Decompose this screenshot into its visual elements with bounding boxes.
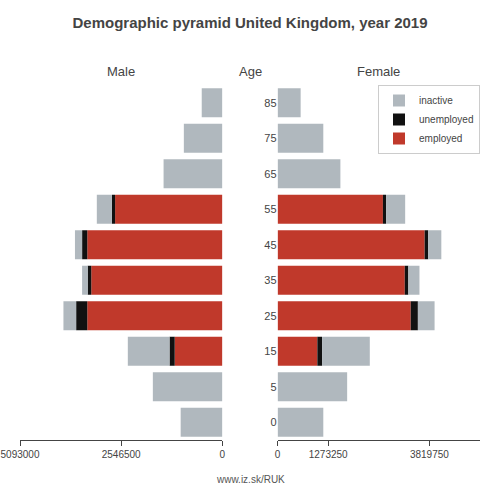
svg-text:2546500: 2546500 xyxy=(102,449,141,460)
svg-text:65: 65 xyxy=(264,168,276,180)
svg-text:15: 15 xyxy=(264,345,276,357)
svg-text:45: 45 xyxy=(264,239,276,251)
svg-text:www.iz.sk/RUK: www.iz.sk/RUK xyxy=(216,474,285,485)
svg-text:55: 55 xyxy=(264,203,276,215)
svg-text:35: 35 xyxy=(264,274,276,286)
svg-text:3819750: 3819750 xyxy=(410,449,449,460)
svg-text:0: 0 xyxy=(275,449,281,460)
svg-text:Female: Female xyxy=(357,64,400,79)
svg-text:5: 5 xyxy=(270,381,276,393)
svg-text:25: 25 xyxy=(264,310,276,322)
svg-text:unemployed: unemployed xyxy=(419,114,473,125)
svg-text:Age: Age xyxy=(239,64,262,79)
svg-text:75: 75 xyxy=(264,132,276,144)
svg-text:5093000: 5093000 xyxy=(1,449,40,460)
svg-text:Male: Male xyxy=(107,64,135,79)
svg-text:0: 0 xyxy=(270,416,276,428)
svg-text:85: 85 xyxy=(264,97,276,109)
svg-text:employed: employed xyxy=(419,133,462,144)
svg-text:inactive: inactive xyxy=(419,95,453,106)
svg-text:0: 0 xyxy=(220,449,226,460)
svg-text:1273250: 1273250 xyxy=(309,449,348,460)
svg-text:Demographic pyramid United Kin: Demographic pyramid United Kingdom, year… xyxy=(72,14,427,31)
